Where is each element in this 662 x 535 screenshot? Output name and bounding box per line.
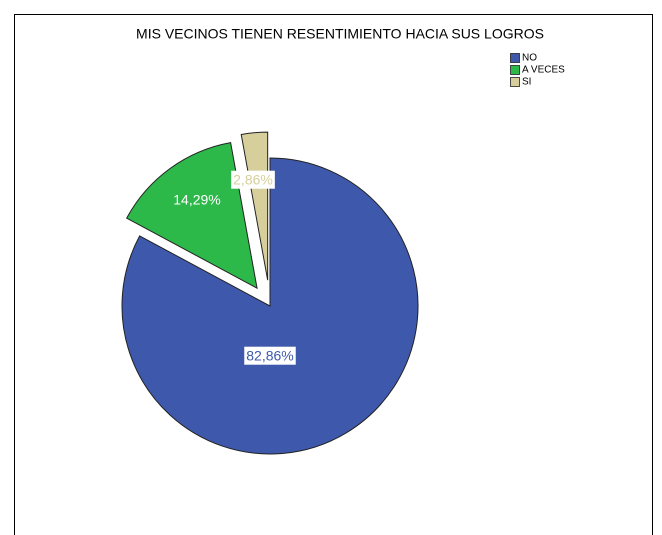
chart-title: MIS VECINOS TIENEN RESENTIMIENTO HACIA S… — [136, 26, 544, 42]
data-label: 82,86% — [246, 348, 293, 364]
legend-label: NO — [522, 53, 537, 64]
legend-swatch — [510, 77, 520, 87]
data-label-box — [171, 190, 223, 209]
legend-swatch — [510, 53, 520, 63]
pie-slice — [126, 142, 258, 290]
legend-label: SI — [522, 77, 531, 88]
data-label-box — [244, 346, 296, 365]
data-label: 2,86% — [233, 172, 273, 188]
pie-slice — [121, 157, 419, 455]
data-label-box — [231, 170, 275, 189]
legend-label: A VECES — [522, 65, 565, 76]
pie-slice — [240, 131, 269, 281]
legend-swatch — [510, 65, 520, 75]
data-label: 14,29% — [173, 192, 220, 208]
